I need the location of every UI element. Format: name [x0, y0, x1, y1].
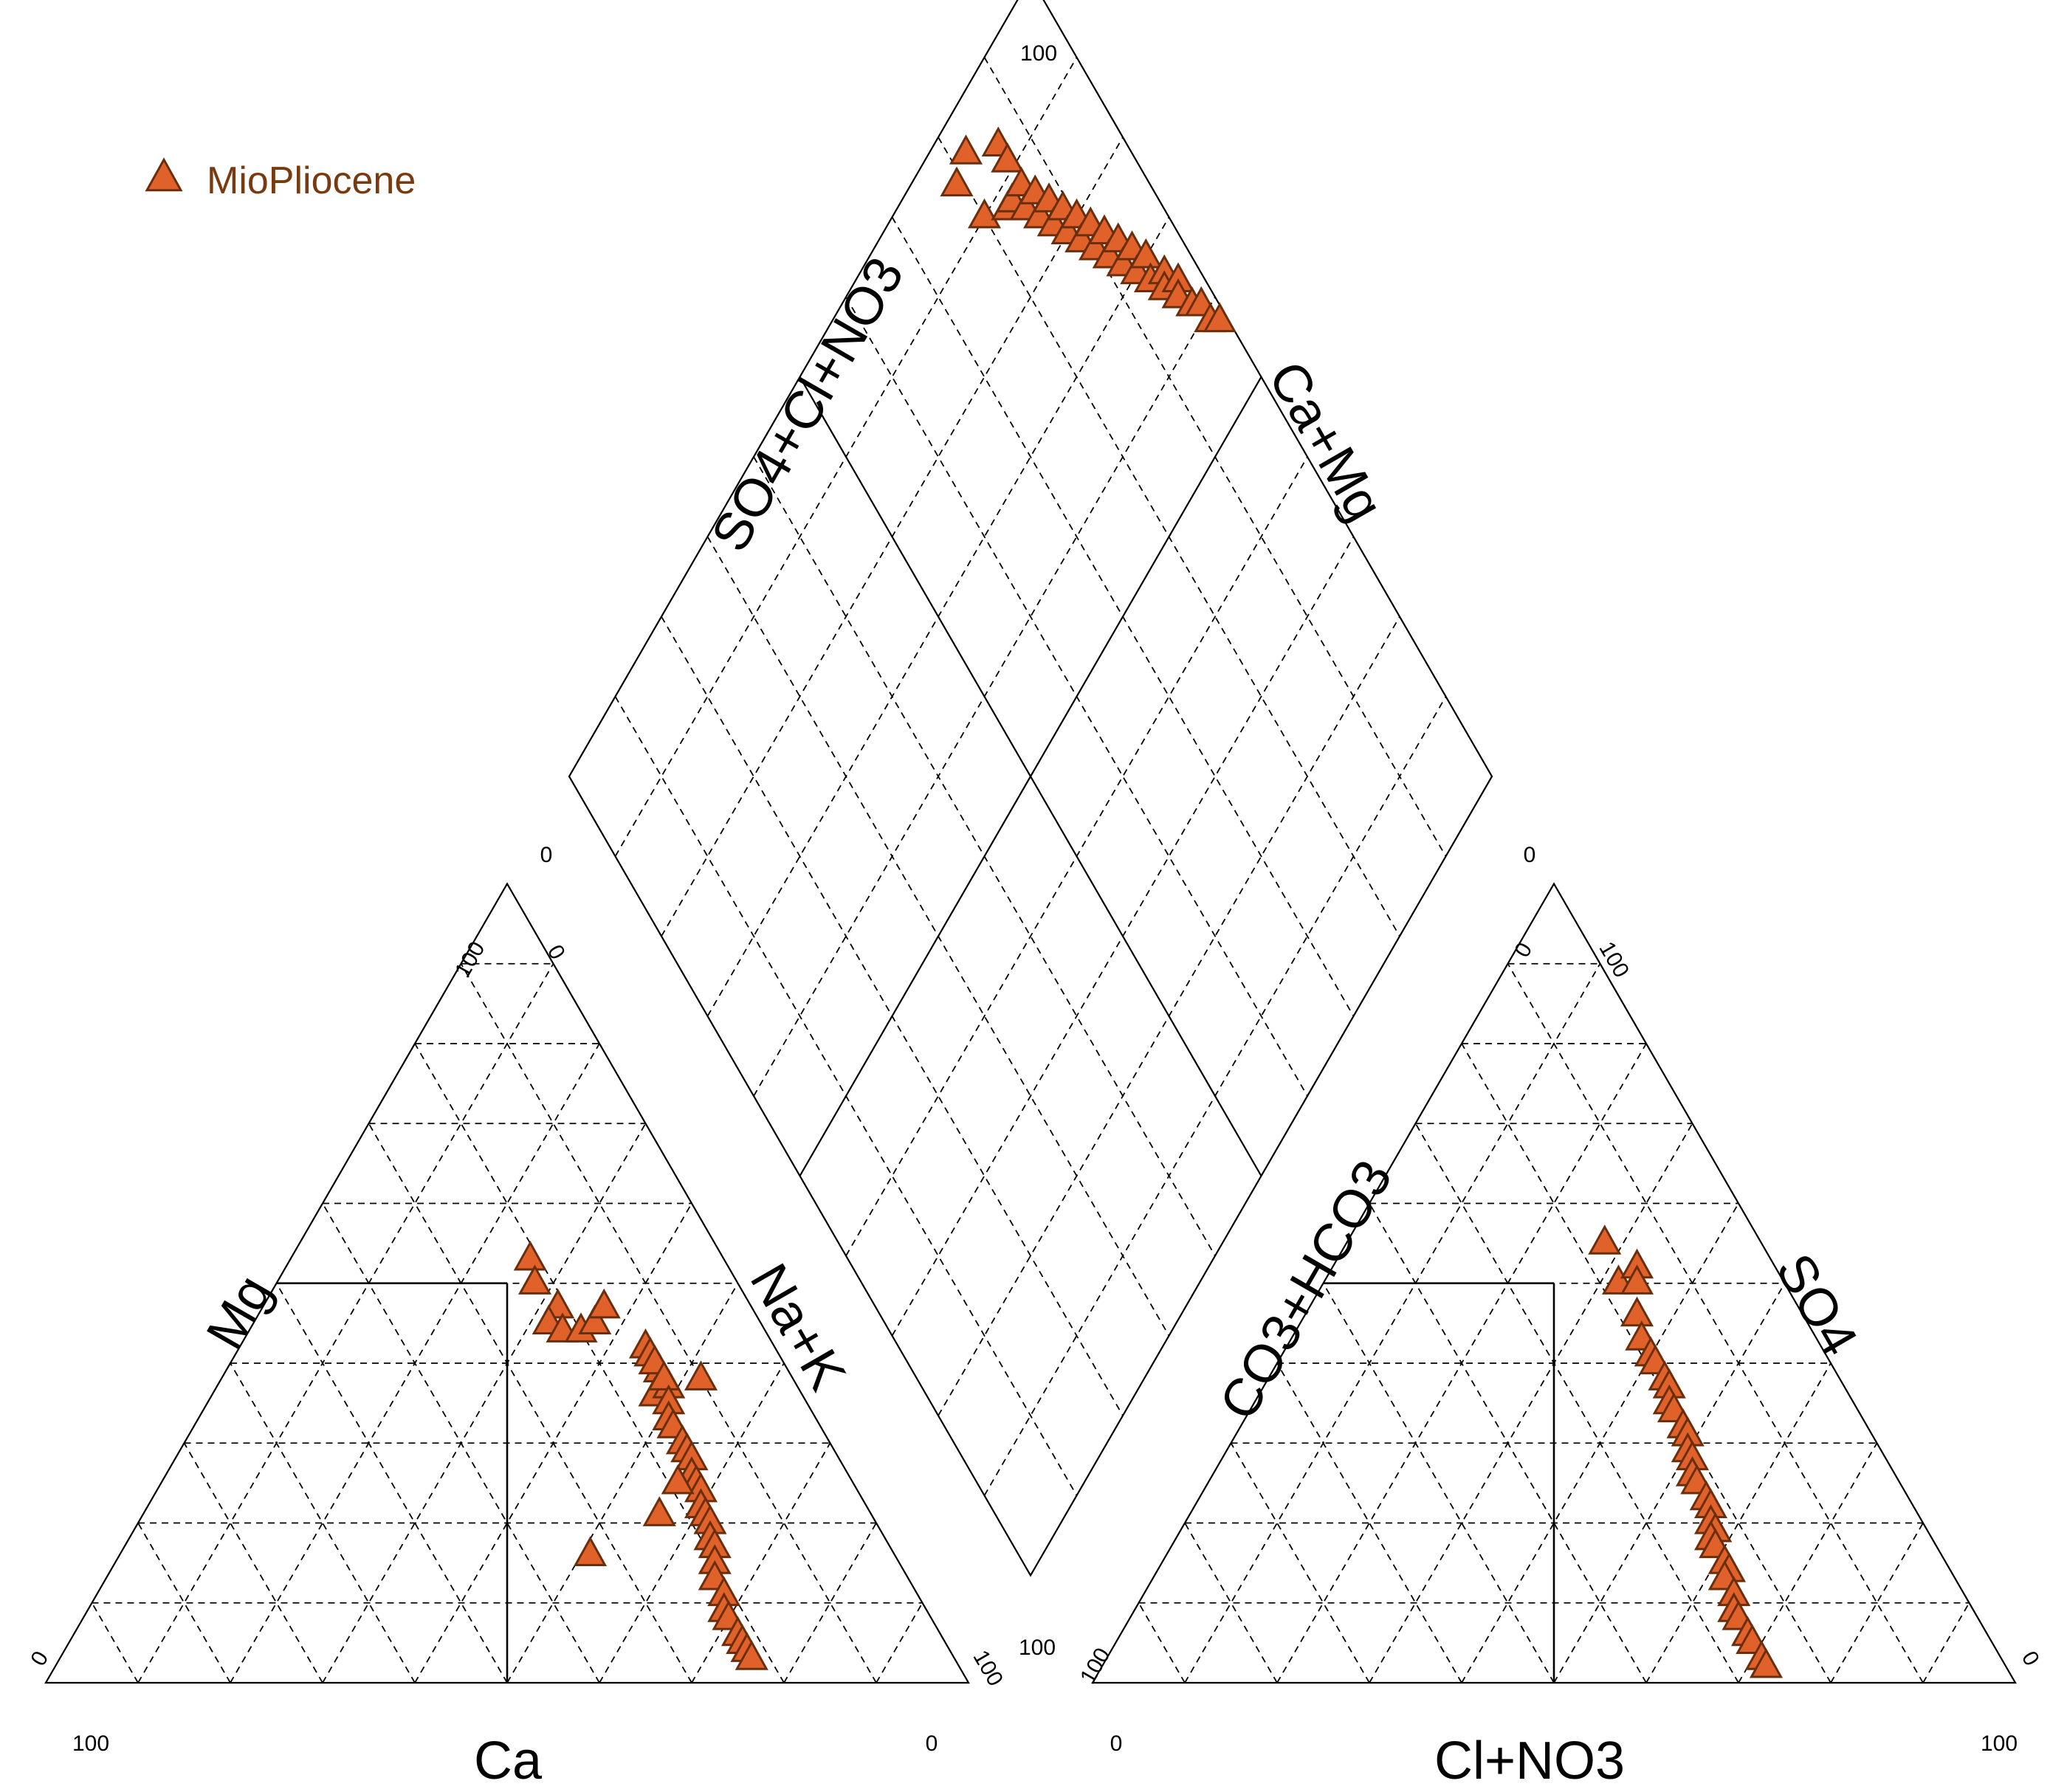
- cation-bottom-right-tick: 0: [926, 1731, 938, 1756]
- anion-grid-line: [1322, 1283, 1555, 1684]
- anion-right-bottom-tick: 0: [2017, 1647, 2044, 1670]
- anion-grid-line: [1830, 1523, 1924, 1684]
- diamond-upper-right-axis-label: Ca+Mg: [1257, 352, 1394, 531]
- cation-right-top-tick: 0: [543, 941, 570, 964]
- diamond-bottom-tick: 100: [1019, 1636, 1056, 1660]
- diamond-frame: [568, 0, 1493, 1577]
- cation-grid-line: [368, 1123, 692, 1684]
- cation-sample-point: [578, 1304, 612, 1335]
- cation-grid-line: [783, 1523, 877, 1684]
- anion-grid-line: [1414, 1123, 1739, 1684]
- anion-sample-point: [1620, 1264, 1654, 1295]
- anion-sample-point: [1620, 1296, 1654, 1327]
- cation-grid-line: [137, 963, 554, 1684]
- cation-grid-line: [230, 1362, 416, 1684]
- cation-grid-line: [91, 1602, 139, 1684]
- cation-sample-point: [587, 1288, 621, 1319]
- cation-sample-point: [573, 1536, 608, 1566]
- cation-grid-line: [506, 1283, 739, 1684]
- cation-grid-line: [183, 1442, 323, 1684]
- cation-left-axis-label: Mg: [196, 1266, 283, 1359]
- cation-sample-point: [642, 1496, 676, 1526]
- anion-grid-line: [1553, 1283, 1786, 1684]
- cation-grid-line: [322, 1123, 647, 1684]
- diamond-grid-line: [753, 297, 1216, 1097]
- cation-sample-point: [513, 1240, 547, 1271]
- anion-grid-line: [1922, 1602, 1970, 1684]
- anion-grid-line: [1184, 1523, 1278, 1684]
- cation-grid-line: [599, 1362, 785, 1684]
- cation-right-axis-label: Na+K: [739, 1254, 857, 1400]
- anion-bottom-right-tick: 100: [1981, 1731, 2018, 1756]
- points-layer: [513, 126, 1784, 1678]
- anion-left-bottom-tick: 100: [1076, 1644, 1115, 1688]
- anion-sample-point: [1588, 1224, 1622, 1255]
- diamond-grid-line: [661, 137, 1124, 937]
- cation-left-top-tick: 100: [450, 937, 490, 982]
- anion-grid-line: [1230, 1442, 1370, 1684]
- anion-grid-line: [1369, 1123, 1693, 1684]
- diamond-sample-point: [991, 142, 1025, 173]
- grid-layer: [91, 57, 1970, 1684]
- cation-left-bottom-tick: 0: [26, 1647, 53, 1670]
- cation-sample-point: [661, 1464, 695, 1495]
- diamond-sample-point: [1203, 302, 1237, 333]
- diamond-sample-point: [940, 166, 974, 197]
- anion-grid-line: [1184, 963, 1601, 1684]
- cation-grid-line: [137, 1523, 231, 1684]
- anion-left-axis-label: CO3+HCO3: [1208, 1151, 1403, 1430]
- diamond-top-tick: 100: [1020, 41, 1057, 66]
- legend: MioPliocene: [145, 157, 416, 202]
- cation-sample-point: [735, 1640, 768, 1670]
- cation-sample-point: [684, 1360, 718, 1390]
- cation-sample-point: [647, 1360, 681, 1390]
- anion-bottom-axis-label: Cl+NO3: [1434, 1731, 1625, 1791]
- cation-bottom-left-tick: 100: [72, 1731, 109, 1756]
- anion-grid-line: [1138, 1602, 1186, 1684]
- anion-bottom-left-tick: 0: [1110, 1731, 1123, 1756]
- legend-marker-triangle: [145, 157, 183, 192]
- anion-right-top-tick: 100: [1594, 937, 1634, 982]
- legend-marker-triangle-icon: [145, 157, 183, 192]
- diamond-sample-point: [949, 134, 983, 165]
- diamond-sample-point: [967, 198, 1002, 229]
- anion-left-top-tick: 0: [1510, 939, 1537, 962]
- cation-right-bottom-tick: 100: [968, 1646, 1008, 1690]
- diamond-grid-line: [614, 57, 1078, 857]
- diamond-grid-line: [938, 137, 1400, 937]
- cation-grid-line: [460, 963, 877, 1684]
- diamond-grid-line: [845, 297, 1308, 1097]
- cation-sample-point: [517, 1264, 552, 1295]
- anion-grid-line: [1645, 1362, 1832, 1684]
- anion-grid-line: [1738, 1442, 1878, 1684]
- cation-grid-line: [691, 1442, 831, 1684]
- anion-grid-line: [1276, 1362, 1462, 1684]
- anion-grid-line: [1507, 963, 1924, 1684]
- anion-sample-point: [1749, 1647, 1784, 1678]
- diamond-grid-line: [799, 376, 1262, 1176]
- diamond-grid-line: [983, 57, 1447, 857]
- diamond-upper-left-axis-label: SO4+Cl+NO3: [701, 248, 915, 562]
- anion-right-axis-label: SO4: [1764, 1244, 1868, 1366]
- diamond-right-tick: 0: [1524, 843, 1536, 867]
- legend-label: MioPliocene: [207, 159, 416, 202]
- cation-grid-line: [876, 1602, 924, 1684]
- frame-layer: [44, 0, 2017, 1684]
- cation-grid-line: [275, 1283, 508, 1684]
- diamond-sample-point: [1129, 238, 1163, 269]
- cation-bottom-axis-label: Ca: [474, 1731, 543, 1791]
- diamond-left-tick: 0: [540, 843, 553, 867]
- diamond-grid-line: [891, 216, 1355, 1017]
- diamond-grid-line: [706, 216, 1170, 1017]
